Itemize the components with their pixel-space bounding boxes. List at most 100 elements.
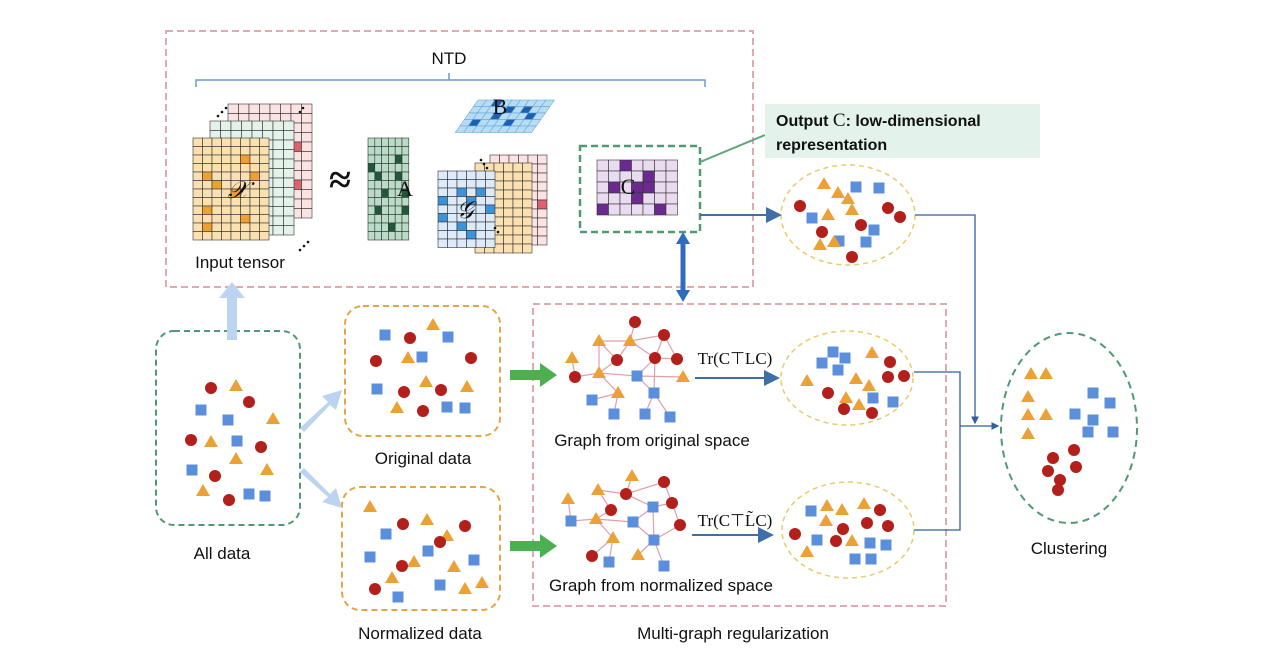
matrix-cell	[249, 180, 260, 190]
square-point	[833, 235, 845, 247]
triangle-point	[625, 469, 639, 481]
factor-c-matrix	[596, 159, 678, 216]
circle-point	[830, 535, 842, 547]
matrix-cell	[249, 214, 260, 224]
matrix-cell	[211, 137, 222, 147]
circle-point	[397, 518, 409, 530]
matrix-cell	[374, 154, 382, 164]
matrix-cell	[367, 154, 376, 164]
matrix-cell	[192, 163, 203, 173]
circle-point	[1047, 452, 1059, 464]
triangle-point	[817, 177, 831, 189]
circle-point	[369, 583, 381, 595]
ellipsis-dot	[482, 162, 486, 166]
matrix-cell	[259, 205, 270, 215]
matrix-cell	[665, 159, 678, 172]
matrix-cell	[272, 196, 284, 207]
matrix-cell	[211, 171, 222, 181]
matrix-cell	[381, 231, 389, 241]
matrix-cell	[447, 187, 458, 197]
triangle-point	[1039, 367, 1053, 379]
matrix-cell	[485, 187, 496, 197]
matrix-cell	[259, 103, 271, 114]
matrix-cell	[283, 158, 295, 169]
matrix-cell	[230, 205, 241, 215]
triangle-point	[385, 571, 399, 583]
matrix-cell	[401, 231, 410, 241]
circle-point	[605, 504, 617, 516]
matrix-cell	[272, 215, 284, 226]
matrix-cell	[401, 205, 410, 215]
matrix-cell	[537, 217, 548, 228]
matrix-cell	[192, 205, 203, 215]
matrix-cell	[394, 205, 403, 215]
matrix-cell	[211, 205, 222, 215]
matrix-cell	[367, 180, 376, 190]
triangle-point	[407, 555, 421, 567]
square-point	[565, 515, 577, 527]
matrix-cell	[374, 146, 382, 156]
matrix-cell	[374, 205, 382, 215]
circle-point	[185, 434, 197, 446]
matrix-cell	[489, 154, 500, 165]
square-point	[873, 182, 885, 194]
matrix-cell	[249, 231, 260, 241]
triangle-point	[561, 492, 575, 504]
square-point	[647, 501, 659, 513]
matrix-cell	[248, 103, 260, 114]
matrix-cell	[202, 146, 213, 156]
matrix-cell	[240, 163, 251, 173]
square-point	[806, 212, 818, 224]
circle-point	[629, 316, 641, 328]
circle-point	[674, 519, 686, 531]
matrix-cell	[249, 163, 260, 173]
matrix-cell	[202, 188, 213, 198]
matrix-cell	[283, 177, 295, 188]
circle-point	[1052, 484, 1064, 496]
matrix-cell	[665, 203, 678, 216]
triangle-point	[447, 560, 461, 572]
matrix-cell	[230, 120, 242, 131]
matrix-cell	[240, 222, 251, 232]
circle-point	[370, 355, 382, 367]
matrix-cell	[447, 179, 458, 189]
original-to-graph-arrow	[510, 363, 557, 387]
output-box	[765, 104, 1040, 158]
matrix-cell	[665, 170, 678, 183]
triangle-point	[390, 401, 404, 413]
matrix-cell	[642, 170, 655, 183]
ntd-title: NTD	[432, 49, 467, 68]
ellipsis-dot	[496, 230, 500, 234]
triangle-point	[592, 334, 606, 346]
all-data-to-ntd-arrow	[219, 282, 245, 340]
square-point	[864, 537, 876, 549]
square-point	[658, 560, 670, 572]
matrix-cell	[283, 215, 295, 226]
matrix-cell	[503, 171, 514, 182]
circle-point	[586, 550, 598, 562]
circle-point	[396, 560, 408, 572]
matrix-cell	[221, 214, 232, 224]
circle-point	[1054, 474, 1066, 486]
matrix-cell	[654, 181, 667, 194]
square-point	[371, 383, 383, 395]
circle-point	[223, 494, 235, 506]
matrix-cell	[401, 214, 410, 224]
matrix-cell	[503, 225, 514, 236]
matrix-cell	[456, 170, 467, 180]
matrix-cell	[301, 198, 313, 209]
square-point	[231, 435, 243, 447]
matrix-cell	[388, 171, 396, 181]
ellipsis-dot	[298, 248, 302, 252]
matrix-cell	[522, 171, 533, 182]
triangle-point	[589, 512, 603, 524]
matrix-cell	[503, 243, 514, 254]
all-to-original-arrow	[300, 390, 342, 432]
triangle-point	[852, 398, 866, 410]
square-point	[1087, 387, 1099, 399]
matrix-cell	[259, 154, 270, 164]
matrix-cell	[503, 180, 514, 191]
matrix-cell	[211, 231, 222, 241]
matrix-cell	[202, 180, 213, 190]
matrix-cell	[240, 205, 251, 215]
